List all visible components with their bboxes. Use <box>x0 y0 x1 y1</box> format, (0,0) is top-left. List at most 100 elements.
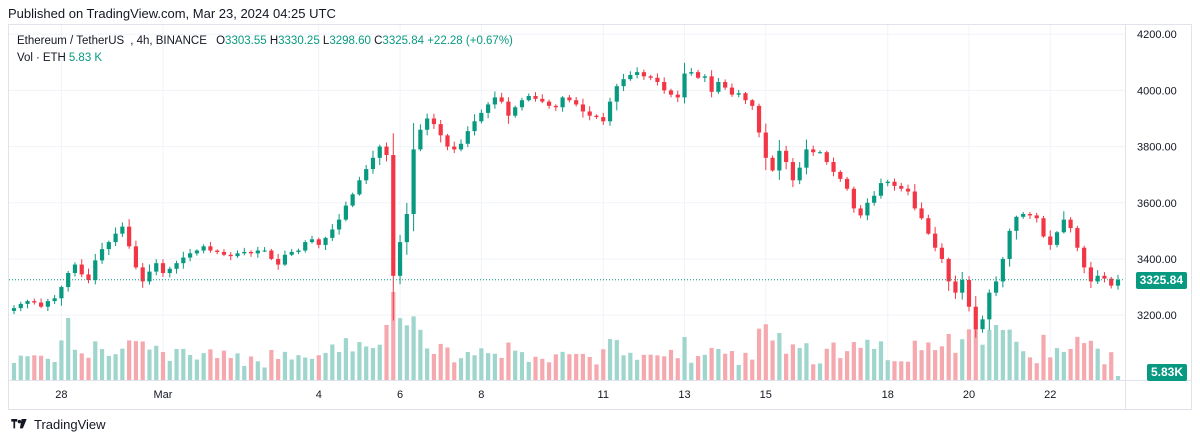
candle-body <box>289 251 294 255</box>
volume-bar <box>919 350 924 380</box>
volume-bar <box>905 361 911 380</box>
volume-bar <box>777 332 782 380</box>
volume-bar <box>790 344 795 380</box>
candle-body <box>154 263 159 272</box>
close-value: 3325.84 <box>382 35 424 47</box>
candle-body <box>316 239 321 245</box>
volume-bar <box>865 339 870 380</box>
volume-bar <box>52 362 57 380</box>
volume-bar <box>472 355 477 380</box>
volume-bar <box>858 347 863 380</box>
candle-body <box>438 124 443 136</box>
candle-body <box>411 149 416 215</box>
candle-body <box>303 242 308 251</box>
candle-body <box>905 188 911 192</box>
volume-bar <box>587 356 592 380</box>
candle-body <box>641 72 646 77</box>
volume-bar <box>797 348 802 380</box>
volume-bar <box>675 358 680 380</box>
volume-bar <box>560 351 565 380</box>
candle-body <box>140 267 145 282</box>
candle-body <box>872 195 877 203</box>
candle-body <box>1082 247 1087 268</box>
volume-bar <box>519 352 525 380</box>
volume-bar <box>25 356 30 380</box>
volume-bar <box>479 348 484 380</box>
volume-bar <box>350 351 355 380</box>
candle-body <box>628 74 633 80</box>
candle-body <box>1068 219 1073 229</box>
candles <box>9 62 1125 338</box>
candle-body <box>52 298 57 302</box>
y-tick-label: 4000.00 <box>1137 85 1177 97</box>
volume-bar <box>66 318 71 380</box>
volume-bar <box>533 356 538 380</box>
footer-brand[interactable]: TradingView <box>10 417 106 432</box>
volume-bar <box>86 357 91 380</box>
candle-body <box>45 301 50 307</box>
candle-body <box>160 263 166 274</box>
volume-bar <box>79 353 84 380</box>
volume-bar <box>438 343 443 380</box>
volume-bar <box>248 356 254 380</box>
volume-bar <box>140 341 145 380</box>
volume-bar <box>506 342 511 380</box>
candle-body <box>1088 267 1094 282</box>
volume-bar <box>939 346 945 380</box>
x-tick-label: 13 <box>678 389 690 401</box>
candle-body <box>797 167 802 181</box>
candle-body <box>635 72 640 75</box>
volume-bar <box>357 342 362 380</box>
volume-bar <box>127 340 132 380</box>
volume-bar <box>1115 376 1121 380</box>
candle-body <box>858 208 863 216</box>
candle-body <box>79 264 84 275</box>
volume-bar <box>38 355 44 380</box>
candle-body <box>668 90 674 95</box>
candle-body <box>127 226 132 247</box>
volume-bar <box>391 292 396 380</box>
brand-name: TradingView <box>34 417 106 432</box>
candle-body <box>343 205 348 220</box>
candle-body <box>59 287 64 299</box>
candle-body <box>614 86 619 102</box>
volume-bar <box>1027 357 1033 380</box>
candle-body <box>120 226 125 234</box>
candle-body <box>844 178 850 189</box>
volume-bar <box>743 352 748 380</box>
volume-bar <box>221 350 227 380</box>
volume-bar <box>546 362 552 380</box>
candle-body <box>1041 218 1046 237</box>
volume-bar <box>499 357 504 380</box>
volume-bar <box>269 349 274 380</box>
candle-body <box>350 194 355 206</box>
volume-bar <box>228 358 233 380</box>
candle-body <box>167 268 172 274</box>
candle-body <box>479 112 484 122</box>
volume-bar <box>628 352 633 380</box>
candle-body <box>452 146 457 150</box>
volume-bar <box>973 327 978 380</box>
volume-bar <box>194 359 199 380</box>
x-tick-label: 4 <box>316 389 322 401</box>
candle-body <box>282 254 288 265</box>
candle-body <box>99 249 105 261</box>
volume-bar <box>960 339 965 380</box>
candle-body <box>695 72 701 78</box>
candle-body <box>370 157 376 170</box>
volume-bar <box>418 329 423 380</box>
volume-bar <box>492 353 497 380</box>
volume-bar <box>601 349 606 380</box>
volume-bar <box>695 356 701 380</box>
candle-body <box>899 185 904 189</box>
volume-bar <box>208 349 213 380</box>
change-value: +22.28 (+0.67%) <box>427 35 513 47</box>
volume-bar <box>878 341 884 380</box>
volume-bar <box>282 351 288 380</box>
volume-bar <box>723 353 728 380</box>
candle-body <box>675 94 680 98</box>
candle-body <box>817 152 823 154</box>
candle-body <box>404 214 409 243</box>
x-tick-label: 22 <box>1044 389 1056 401</box>
